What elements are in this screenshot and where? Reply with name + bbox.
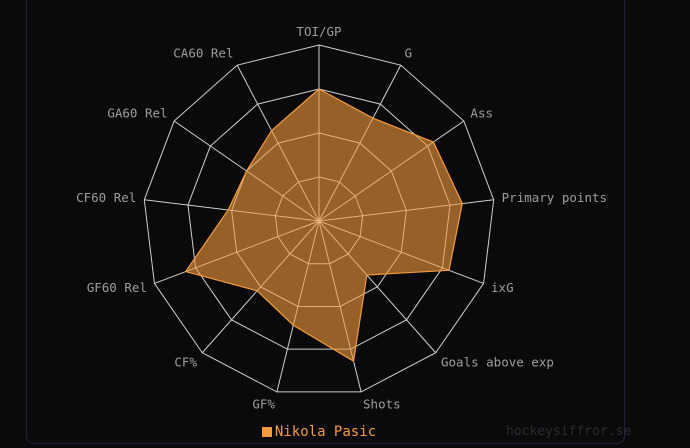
axis-label: Goals above exp — [441, 354, 554, 369]
axis-label: GF60 Rel — [87, 280, 147, 295]
grid-ring — [143, 44, 495, 393]
axis-label: TOI/GP — [296, 24, 341, 39]
data-point — [227, 209, 229, 211]
data-point — [246, 170, 248, 172]
axis-label: Ass — [470, 106, 493, 121]
data-point — [432, 141, 434, 143]
data-point — [448, 269, 450, 271]
axis-label: CA60 Rel — [173, 46, 233, 61]
axis-label: Primary points — [502, 190, 607, 205]
data-point — [271, 130, 273, 132]
series-area — [184, 88, 463, 363]
watermark: hockeysiffror.se — [506, 424, 632, 439]
data-point — [292, 324, 294, 326]
legend[interactable]: Nikola Pasic — [0, 424, 638, 440]
data-point — [366, 274, 368, 276]
axis-label: GF% — [252, 397, 275, 412]
data-point — [185, 271, 187, 273]
data-point — [318, 88, 320, 90]
data-point — [353, 360, 355, 362]
axis-label: CF60 Rel — [76, 190, 136, 205]
data-point — [372, 117, 374, 119]
axis-label: Shots — [363, 397, 401, 412]
legend-label: Nikola Pasic — [274, 424, 377, 440]
data-point — [256, 290, 258, 292]
axis-label: CF% — [174, 354, 197, 369]
axis-label: GA60 Rel — [107, 106, 167, 121]
data-point — [461, 203, 463, 205]
axis-label: G — [405, 46, 413, 61]
legend-swatch — [261, 427, 272, 437]
axis-label: ixG — [491, 280, 514, 295]
